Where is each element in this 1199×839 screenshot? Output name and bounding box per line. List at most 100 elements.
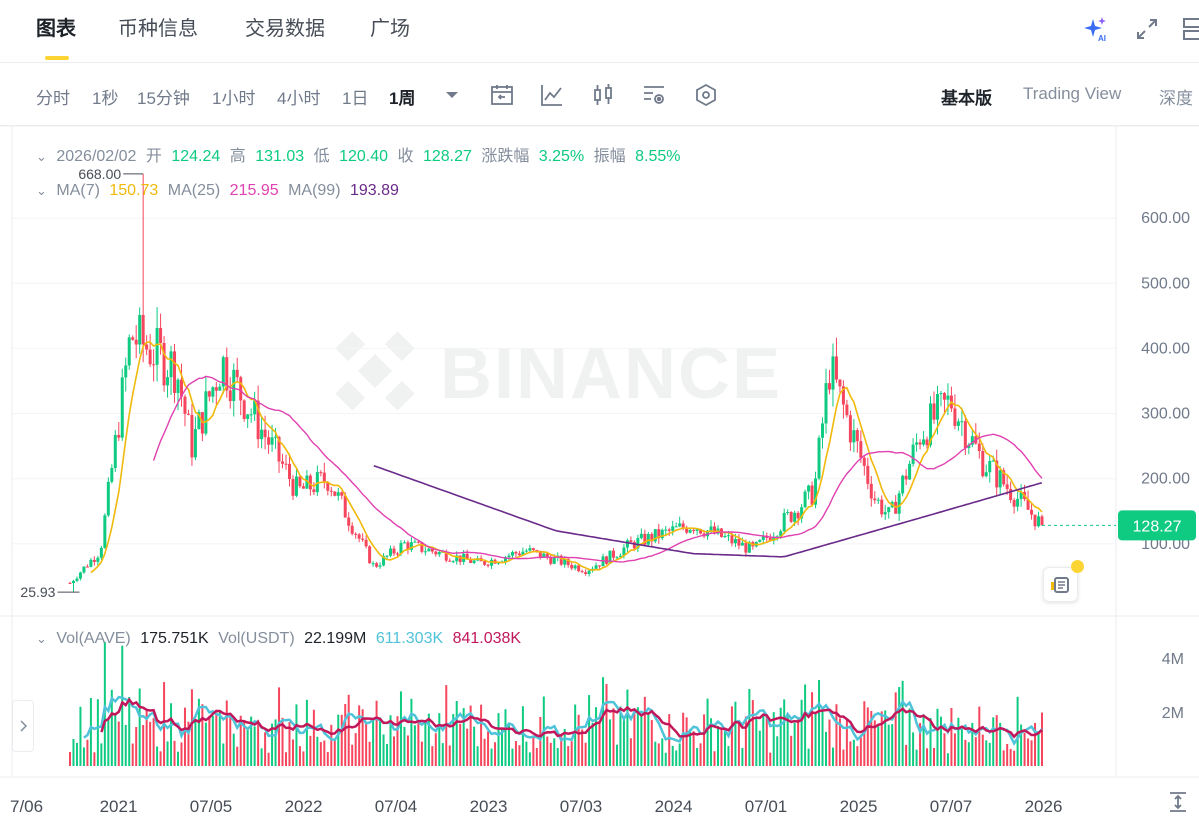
- candle-body: [713, 526, 717, 534]
- volume-bar: [748, 688, 751, 766]
- kline-chart[interactable]: BINANCE 600.00500.00400.00300.00200.0010…: [0, 125, 1199, 834]
- candle-body: [904, 475, 908, 480]
- candle-body: [932, 403, 936, 420]
- change-value: 3.25%: [538, 148, 585, 165]
- interval-timeline[interactable]: 分时: [36, 89, 70, 108]
- interval-4h[interactable]: 4小时: [277, 89, 321, 108]
- volume-bar: [455, 700, 458, 766]
- expand-icon[interactable]: [1132, 14, 1162, 44]
- volume-bar: [1006, 743, 1009, 766]
- candle-body: [301, 486, 305, 489]
- candle-body: [911, 444, 915, 464]
- volume-bar: [905, 744, 908, 766]
- vol-usdt-label: Vol(USDT): [218, 630, 295, 647]
- candle-body: [120, 377, 124, 438]
- candle-body: [214, 387, 218, 391]
- volume-bar: [187, 721, 190, 766]
- volume-bar: [967, 742, 970, 766]
- candle-body: [953, 408, 957, 426]
- axis-scale-button[interactable]: [1166, 790, 1190, 814]
- interval-1h[interactable]: 1小时: [212, 89, 256, 108]
- candle-body: [430, 548, 434, 552]
- tab-chart[interactable]: 图表: [36, 18, 76, 40]
- candle-body: [249, 414, 253, 416]
- candle-body: [967, 444, 971, 449]
- candle-body: [131, 337, 135, 340]
- candle-body: [960, 421, 964, 423]
- candle-body: [138, 315, 142, 345]
- candle-body: [793, 512, 797, 522]
- svg-text:AI: AI: [1098, 34, 1106, 43]
- time-axis-label: 2022: [285, 797, 323, 816]
- volume-bar: [884, 710, 887, 766]
- chart-area[interactable]: BINANCE 600.00 500.00 400.00 300.00 200.00 10…: [0, 125, 1199, 834]
- volume-bar: [943, 733, 946, 766]
- candle-type-icon[interactable]: [590, 82, 616, 108]
- candle-body: [141, 315, 145, 345]
- volume-bar: [354, 733, 357, 766]
- volume-bar: [246, 728, 249, 766]
- axes: 600.00500.00400.00300.00200.00100.004M2M…: [10, 166, 1196, 816]
- candle-body: [587, 570, 591, 574]
- volume-bar: [717, 725, 719, 766]
- volume-bar: [723, 728, 726, 766]
- time-axis-label: 2025: [840, 797, 878, 816]
- view-basic[interactable]: 基本版: [941, 89, 992, 108]
- ma99-value: 193.89: [349, 182, 399, 199]
- volume-bar: [744, 716, 747, 766]
- view-depth[interactable]: 深度: [1159, 89, 1193, 108]
- view-trading-view[interactable]: Trading View: [1023, 84, 1122, 103]
- volume-bar: [271, 723, 274, 766]
- chevron-down-icon[interactable]: ⌄: [36, 149, 47, 164]
- volume-bar: [396, 716, 399, 766]
- interval-1s[interactable]: 1秒: [92, 89, 119, 108]
- calendar-icon[interactable]: [489, 82, 515, 108]
- ai-sparkle-icon[interactable]: AI: [1081, 14, 1111, 44]
- indicator-icon[interactable]: [539, 82, 565, 108]
- tab-trading-data[interactable]: 交易数据: [245, 18, 325, 40]
- low-value: 120.40: [339, 148, 389, 165]
- volume-bar: [135, 727, 138, 766]
- collapse-panel-button[interactable]: [12, 700, 34, 752]
- candle-body: [535, 550, 539, 552]
- interval-dropdown-icon[interactable]: [439, 82, 465, 108]
- volume-bar: [703, 714, 706, 766]
- volume-bar: [1030, 740, 1033, 766]
- candle-body: [469, 559, 473, 563]
- chevron-down-icon[interactable]: ⌄: [36, 631, 47, 646]
- volume-bar: [706, 698, 709, 766]
- candle-body: [277, 436, 281, 462]
- chevron-down-icon[interactable]: ⌄: [36, 183, 47, 198]
- interval-1d[interactable]: 1日: [342, 89, 369, 108]
- layout-icon[interactable]: [1178, 14, 1199, 44]
- volume-bar: [100, 743, 103, 766]
- candle-body: [267, 437, 271, 445]
- settings-icon[interactable]: [641, 82, 667, 108]
- volume-bar: [560, 734, 563, 766]
- candle-body: [378, 565, 382, 567]
- volume-bar: [424, 720, 427, 766]
- candle-body: [340, 492, 344, 496]
- volume-bar: [142, 725, 145, 766]
- volume-bar: [842, 749, 845, 766]
- candle-body: [789, 512, 793, 522]
- interval-15m[interactable]: 15分钟: [137, 89, 190, 108]
- volume-bar: [145, 710, 148, 766]
- trade-widget-button[interactable]: [1043, 567, 1078, 602]
- candle-body: [413, 541, 417, 543]
- volume-bar: [72, 738, 75, 766]
- tab-square[interactable]: 广场: [370, 18, 410, 40]
- candle-body: [322, 472, 326, 483]
- hexagon-icon[interactable]: [693, 82, 719, 108]
- volume-bar: [521, 706, 524, 766]
- amplitude-value: 8.55%: [635, 148, 681, 165]
- ma-info-row: ⌄ MA(7) 150.73 MA(25) 215.95 MA(99) 193.…: [36, 182, 404, 200]
- candle-body: [68, 582, 72, 584]
- interval-1w[interactable]: 1周: [389, 89, 416, 108]
- candle-body: [134, 339, 138, 345]
- candle-body: [681, 523, 685, 528]
- tab-coin-info[interactable]: 币种信息: [118, 18, 198, 40]
- candle-body: [580, 571, 584, 573]
- candle-body: [225, 357, 229, 391]
- candle-body: [803, 491, 807, 508]
